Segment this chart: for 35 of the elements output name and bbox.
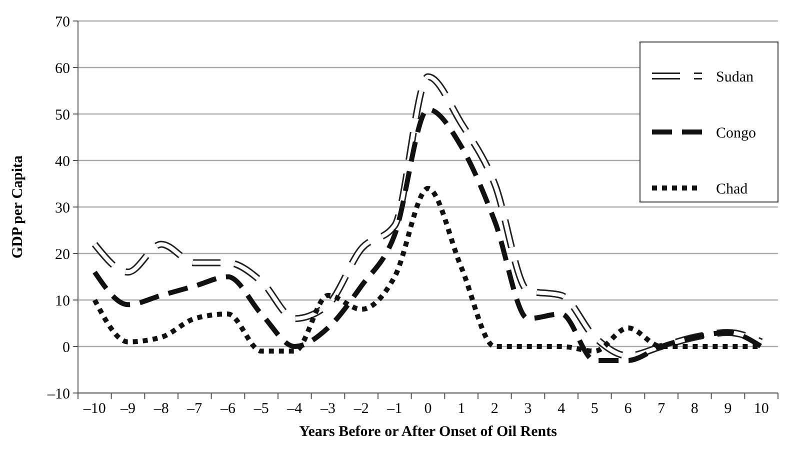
y-tick-label: 60	[55, 60, 70, 77]
x-tick-label: 4	[558, 401, 566, 417]
x-tick-label: 10	[754, 401, 769, 417]
x-tick-label: 8	[690, 401, 698, 417]
legend-label: Congo	[716, 125, 756, 142]
y-axis-title: GDP per Capita	[10, 154, 26, 259]
y-tick-label: 50	[55, 107, 70, 124]
x-tick-label: –9	[120, 401, 136, 417]
x-tick-label: 1	[458, 401, 466, 417]
x-tick-label: –10	[82, 401, 106, 417]
x-tick-label: –5	[252, 401, 269, 417]
x-tick-label: 5	[590, 401, 598, 417]
x-tick-label: –8	[152, 401, 169, 417]
x-tick-label: 2	[490, 401, 498, 417]
y-tick-label: 30	[55, 200, 70, 216]
y-tick-label: 40	[55, 154, 70, 170]
x-tick-label: 0	[424, 401, 432, 417]
y-tick-label: 0	[62, 340, 70, 356]
x-tick-label: 7	[658, 401, 666, 417]
y-tick-label: 10	[55, 293, 70, 310]
x-tick-label: 9	[724, 401, 732, 417]
x-tick-label: 6	[624, 401, 632, 417]
y-tick-label: –10	[46, 386, 70, 402]
legend-label: Sudan	[716, 69, 754, 86]
x-tick-label: –3	[320, 401, 336, 417]
x-tick-label: –6	[220, 401, 236, 417]
x-tick-label: –7	[186, 401, 203, 417]
x-tick-label: –1	[386, 401, 402, 417]
x-tick-label: –2	[352, 401, 369, 417]
x-tick-label: 3	[524, 401, 532, 417]
x-axis-title: Years Before or After Onset of Oil Rents	[299, 424, 558, 440]
y-tick-label: 20	[55, 246, 70, 263]
y-tick-label: 70	[55, 14, 70, 30]
legend-label: Chad	[716, 181, 748, 198]
x-tick-label: –4	[286, 401, 303, 417]
